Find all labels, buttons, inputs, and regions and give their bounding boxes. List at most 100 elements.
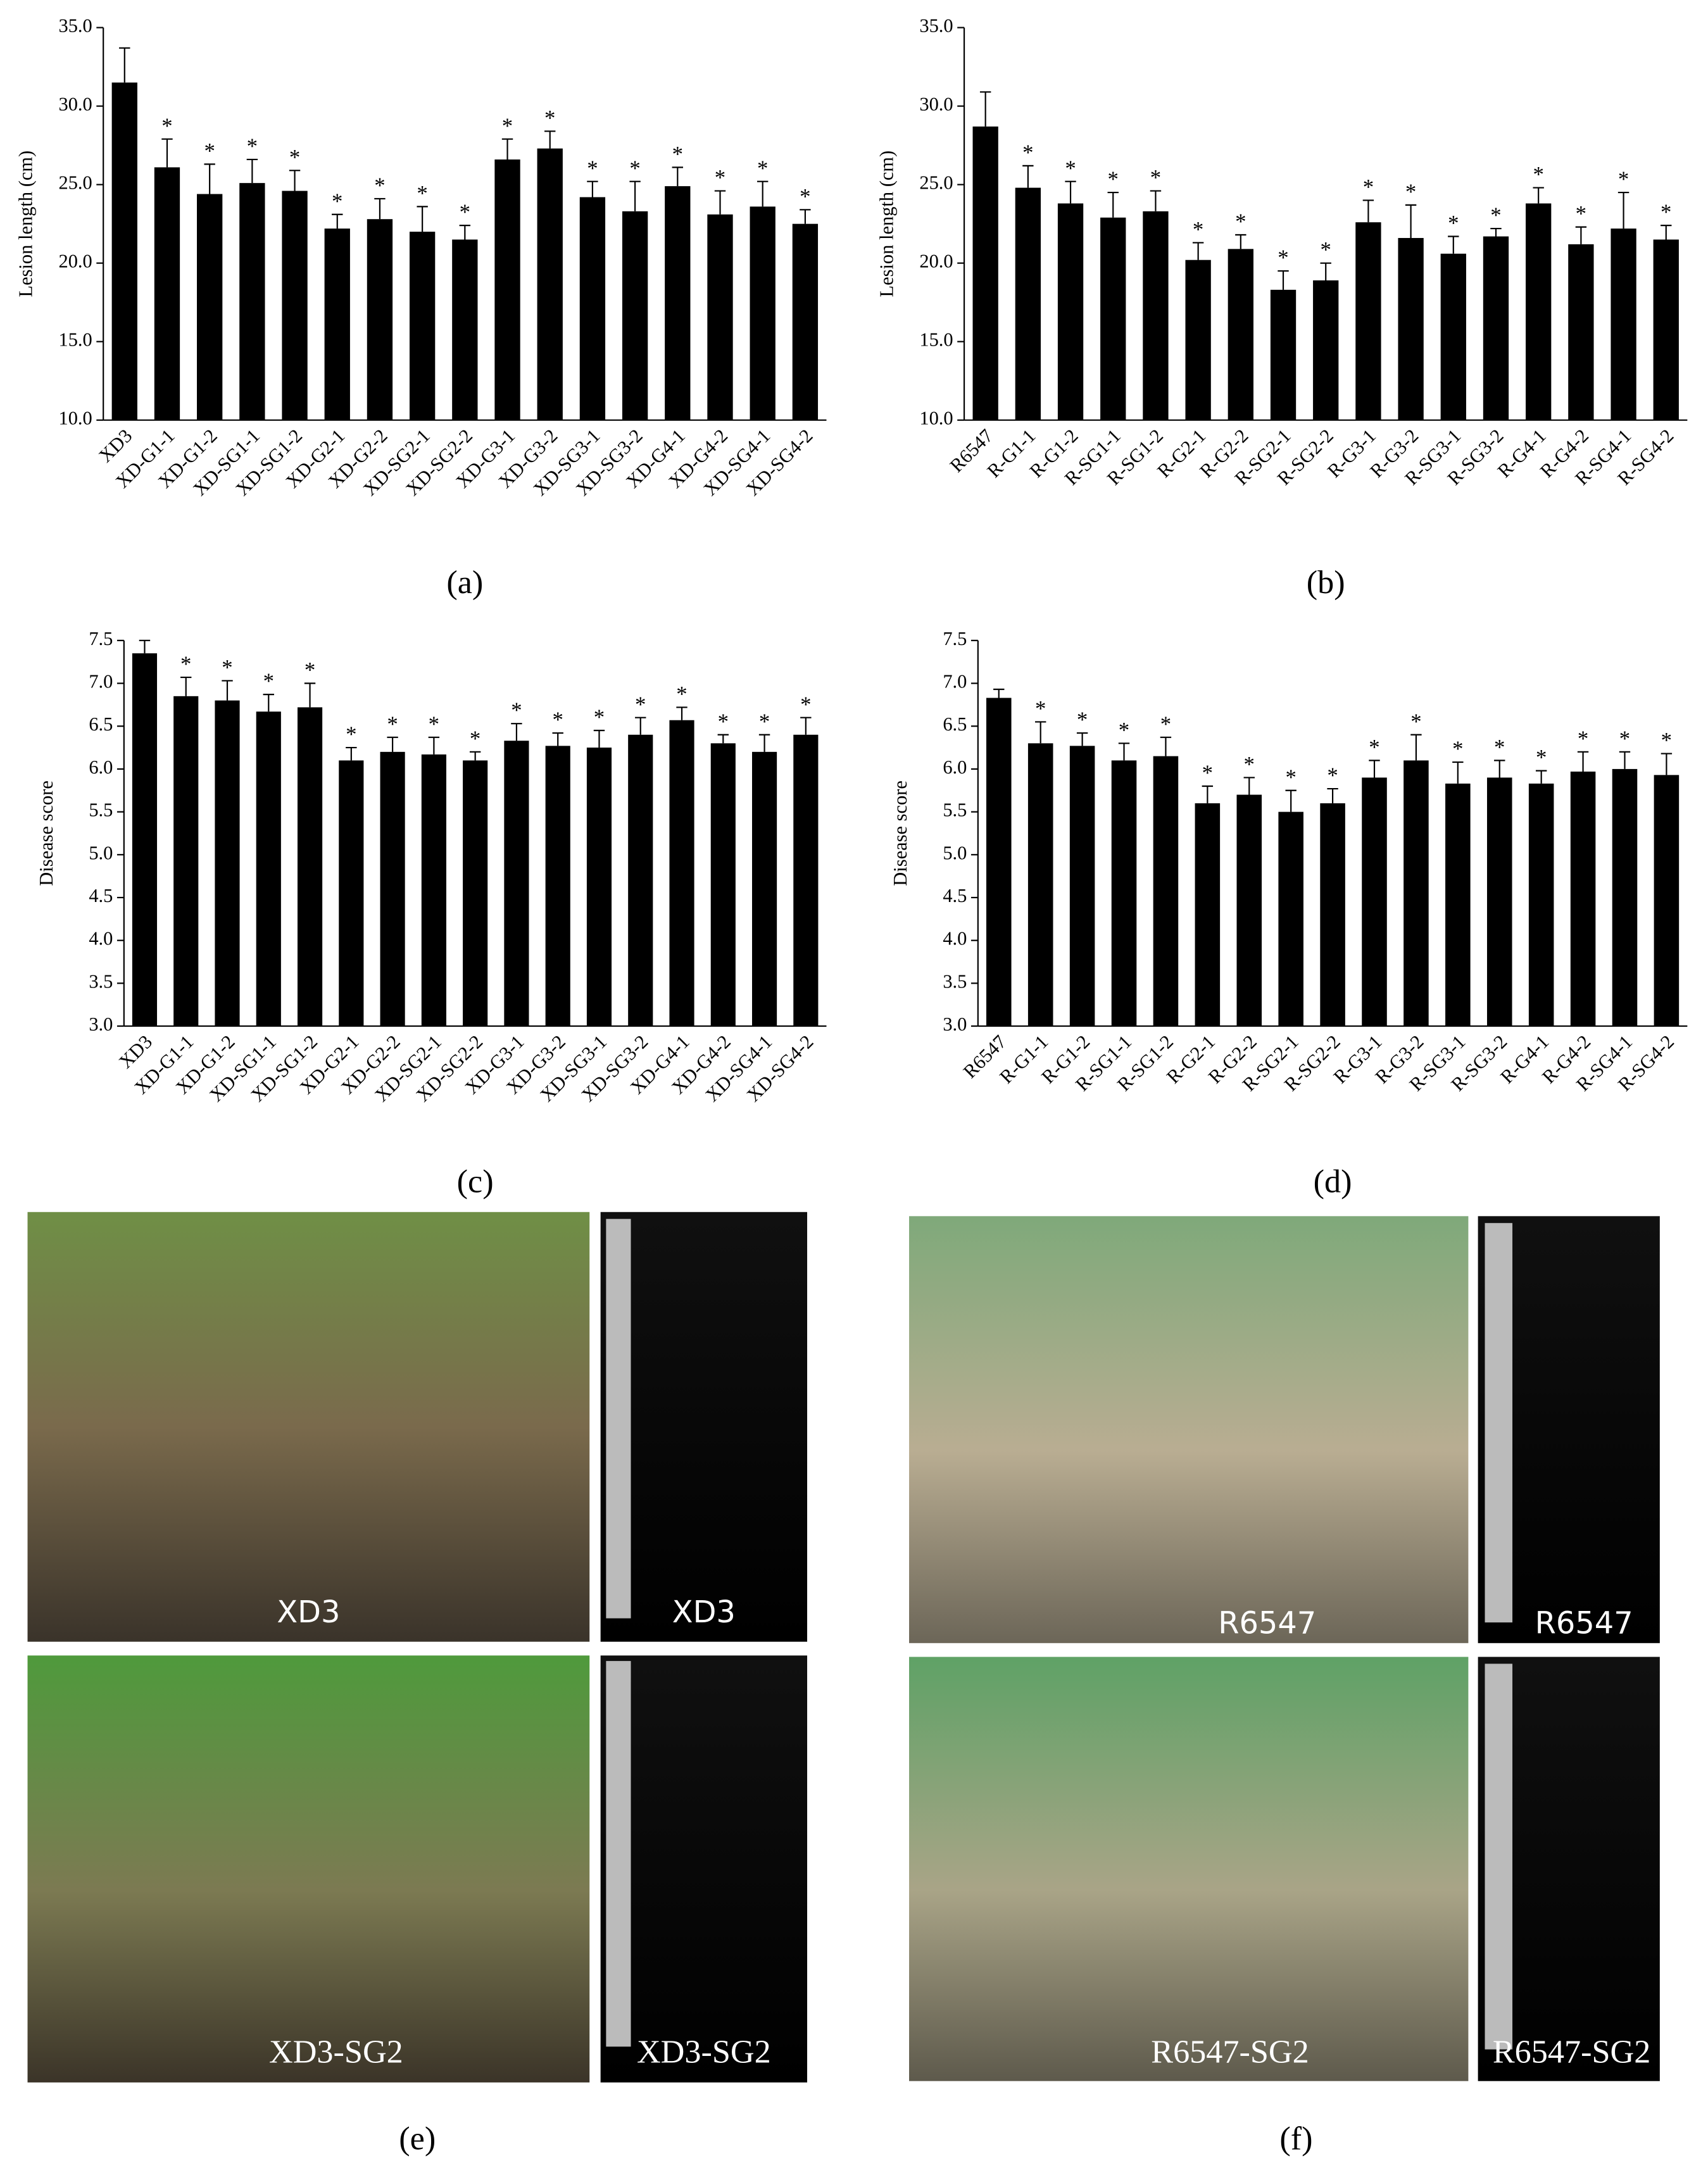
- bar: [452, 239, 478, 420]
- bar: [537, 148, 563, 420]
- y-tick-label: 6.0: [89, 756, 113, 778]
- bar: [1057, 203, 1084, 420]
- error-bar: [800, 209, 811, 224]
- bar: [1069, 746, 1095, 1027]
- significance-mark: *: [718, 709, 729, 734]
- significance-mark: *: [1160, 711, 1171, 736]
- y-tick-label: 10.0: [58, 408, 92, 429]
- bar: [1228, 249, 1253, 420]
- error-bar: [672, 166, 684, 187]
- error-bar: [552, 732, 563, 746]
- y-tick-label: 3.5: [943, 970, 967, 992]
- error-bar: [1533, 187, 1544, 204]
- significance-mark: *: [676, 682, 687, 706]
- significance-mark: *: [552, 708, 563, 732]
- significance-mark: *: [1321, 237, 1331, 262]
- bar: [628, 734, 653, 1027]
- error-bar: [758, 734, 770, 752]
- error-bar: [635, 717, 646, 735]
- significance-mark: *: [204, 139, 215, 163]
- significance-mark: *: [1035, 696, 1046, 721]
- significance-mark: *: [1494, 735, 1505, 760]
- bar: [1528, 783, 1554, 1027]
- y-tick-label: 15.0: [58, 329, 92, 351]
- y-tick-label: 4.5: [89, 885, 113, 906]
- bar: [669, 720, 694, 1027]
- error-bar: [1327, 787, 1338, 804]
- bar: [665, 186, 691, 420]
- y-tick-label: 7.0: [943, 671, 967, 692]
- bar: [282, 191, 308, 420]
- significance-mark: *: [1490, 203, 1501, 228]
- y-tick-label: 3.0: [89, 1013, 113, 1035]
- significance-mark: *: [1150, 165, 1161, 190]
- significance-mark: *: [502, 113, 513, 138]
- photo-label: R6547: [1218, 1607, 1316, 1641]
- error-bar: [417, 206, 428, 232]
- error-bar: [501, 138, 513, 160]
- bar: [750, 206, 776, 420]
- bar: [215, 700, 240, 1027]
- significance-mark: *: [332, 189, 342, 213]
- photo-label: XD3: [277, 1595, 340, 1630]
- error-bar: [1617, 191, 1630, 229]
- error-bar: [1494, 760, 1505, 778]
- error-bar: [222, 680, 233, 701]
- error-bar: [1575, 226, 1587, 244]
- significance-mark: *: [1363, 175, 1374, 199]
- photo-label: R6547-SG2: [1151, 2033, 1309, 2070]
- significance-mark: *: [263, 669, 274, 694]
- bar: [710, 743, 736, 1027]
- error-bar: [979, 91, 991, 127]
- bar: [1653, 239, 1679, 420]
- photo-label: R6547-SG2: [1493, 2033, 1650, 2070]
- significance-mark: *: [1410, 709, 1421, 734]
- bar: [586, 748, 612, 1027]
- bar: [1362, 777, 1387, 1027]
- y-tick-label: 25.0: [58, 172, 92, 194]
- x-tick-label: R-G2-1: [1153, 425, 1210, 482]
- bar: [297, 707, 323, 1027]
- y-tick-label: 4.0: [943, 928, 967, 949]
- significance-mark: *: [1119, 718, 1129, 742]
- y-tick-label: 6.5: [943, 713, 967, 735]
- significance-mark: *: [587, 156, 598, 180]
- significance-mark: *: [635, 692, 646, 717]
- error-bar: [304, 682, 316, 708]
- bar: [1100, 217, 1126, 420]
- error-bar: [1661, 225, 1672, 240]
- bar: [972, 126, 998, 420]
- bar: [1027, 743, 1053, 1027]
- bar: [1440, 253, 1466, 420]
- significance-mark: *: [511, 698, 522, 723]
- photo-e-stems-2: [600, 1655, 808, 2083]
- error-bar: [1065, 180, 1076, 204]
- significance-mark: *: [161, 113, 172, 138]
- y-axis-label: Lesion length (cm): [15, 151, 37, 298]
- error-bar: [511, 723, 522, 741]
- y-axis-label: Lesion length (cm): [876, 151, 897, 298]
- x-tick-label: R-G4-1: [1493, 425, 1550, 482]
- significance-mark: *: [1235, 210, 1246, 234]
- significance-mark: *: [1452, 737, 1463, 761]
- significance-mark: *: [346, 722, 356, 747]
- significance-mark: *: [800, 184, 810, 209]
- bar: [367, 219, 393, 420]
- y-tick-label: 15.0: [919, 329, 953, 351]
- bar: [1270, 289, 1297, 420]
- bar: [1185, 260, 1211, 420]
- y-tick-label: 35.0: [58, 15, 92, 37]
- error-bar: [1243, 777, 1255, 795]
- error-bar: [717, 734, 729, 744]
- photo-e-stems-1: [600, 1212, 808, 1642]
- y-tick-label: 4.0: [89, 928, 113, 949]
- significance-mark: *: [544, 106, 555, 130]
- bar: [494, 159, 520, 420]
- bar: [1278, 811, 1303, 1027]
- significance-mark: *: [1202, 761, 1213, 786]
- y-axis-label: Disease score: [889, 780, 911, 886]
- error-bar: [1076, 732, 1088, 746]
- error-bar: [1034, 721, 1046, 744]
- error-bar: [1285, 789, 1297, 812]
- error-bar: [757, 180, 769, 207]
